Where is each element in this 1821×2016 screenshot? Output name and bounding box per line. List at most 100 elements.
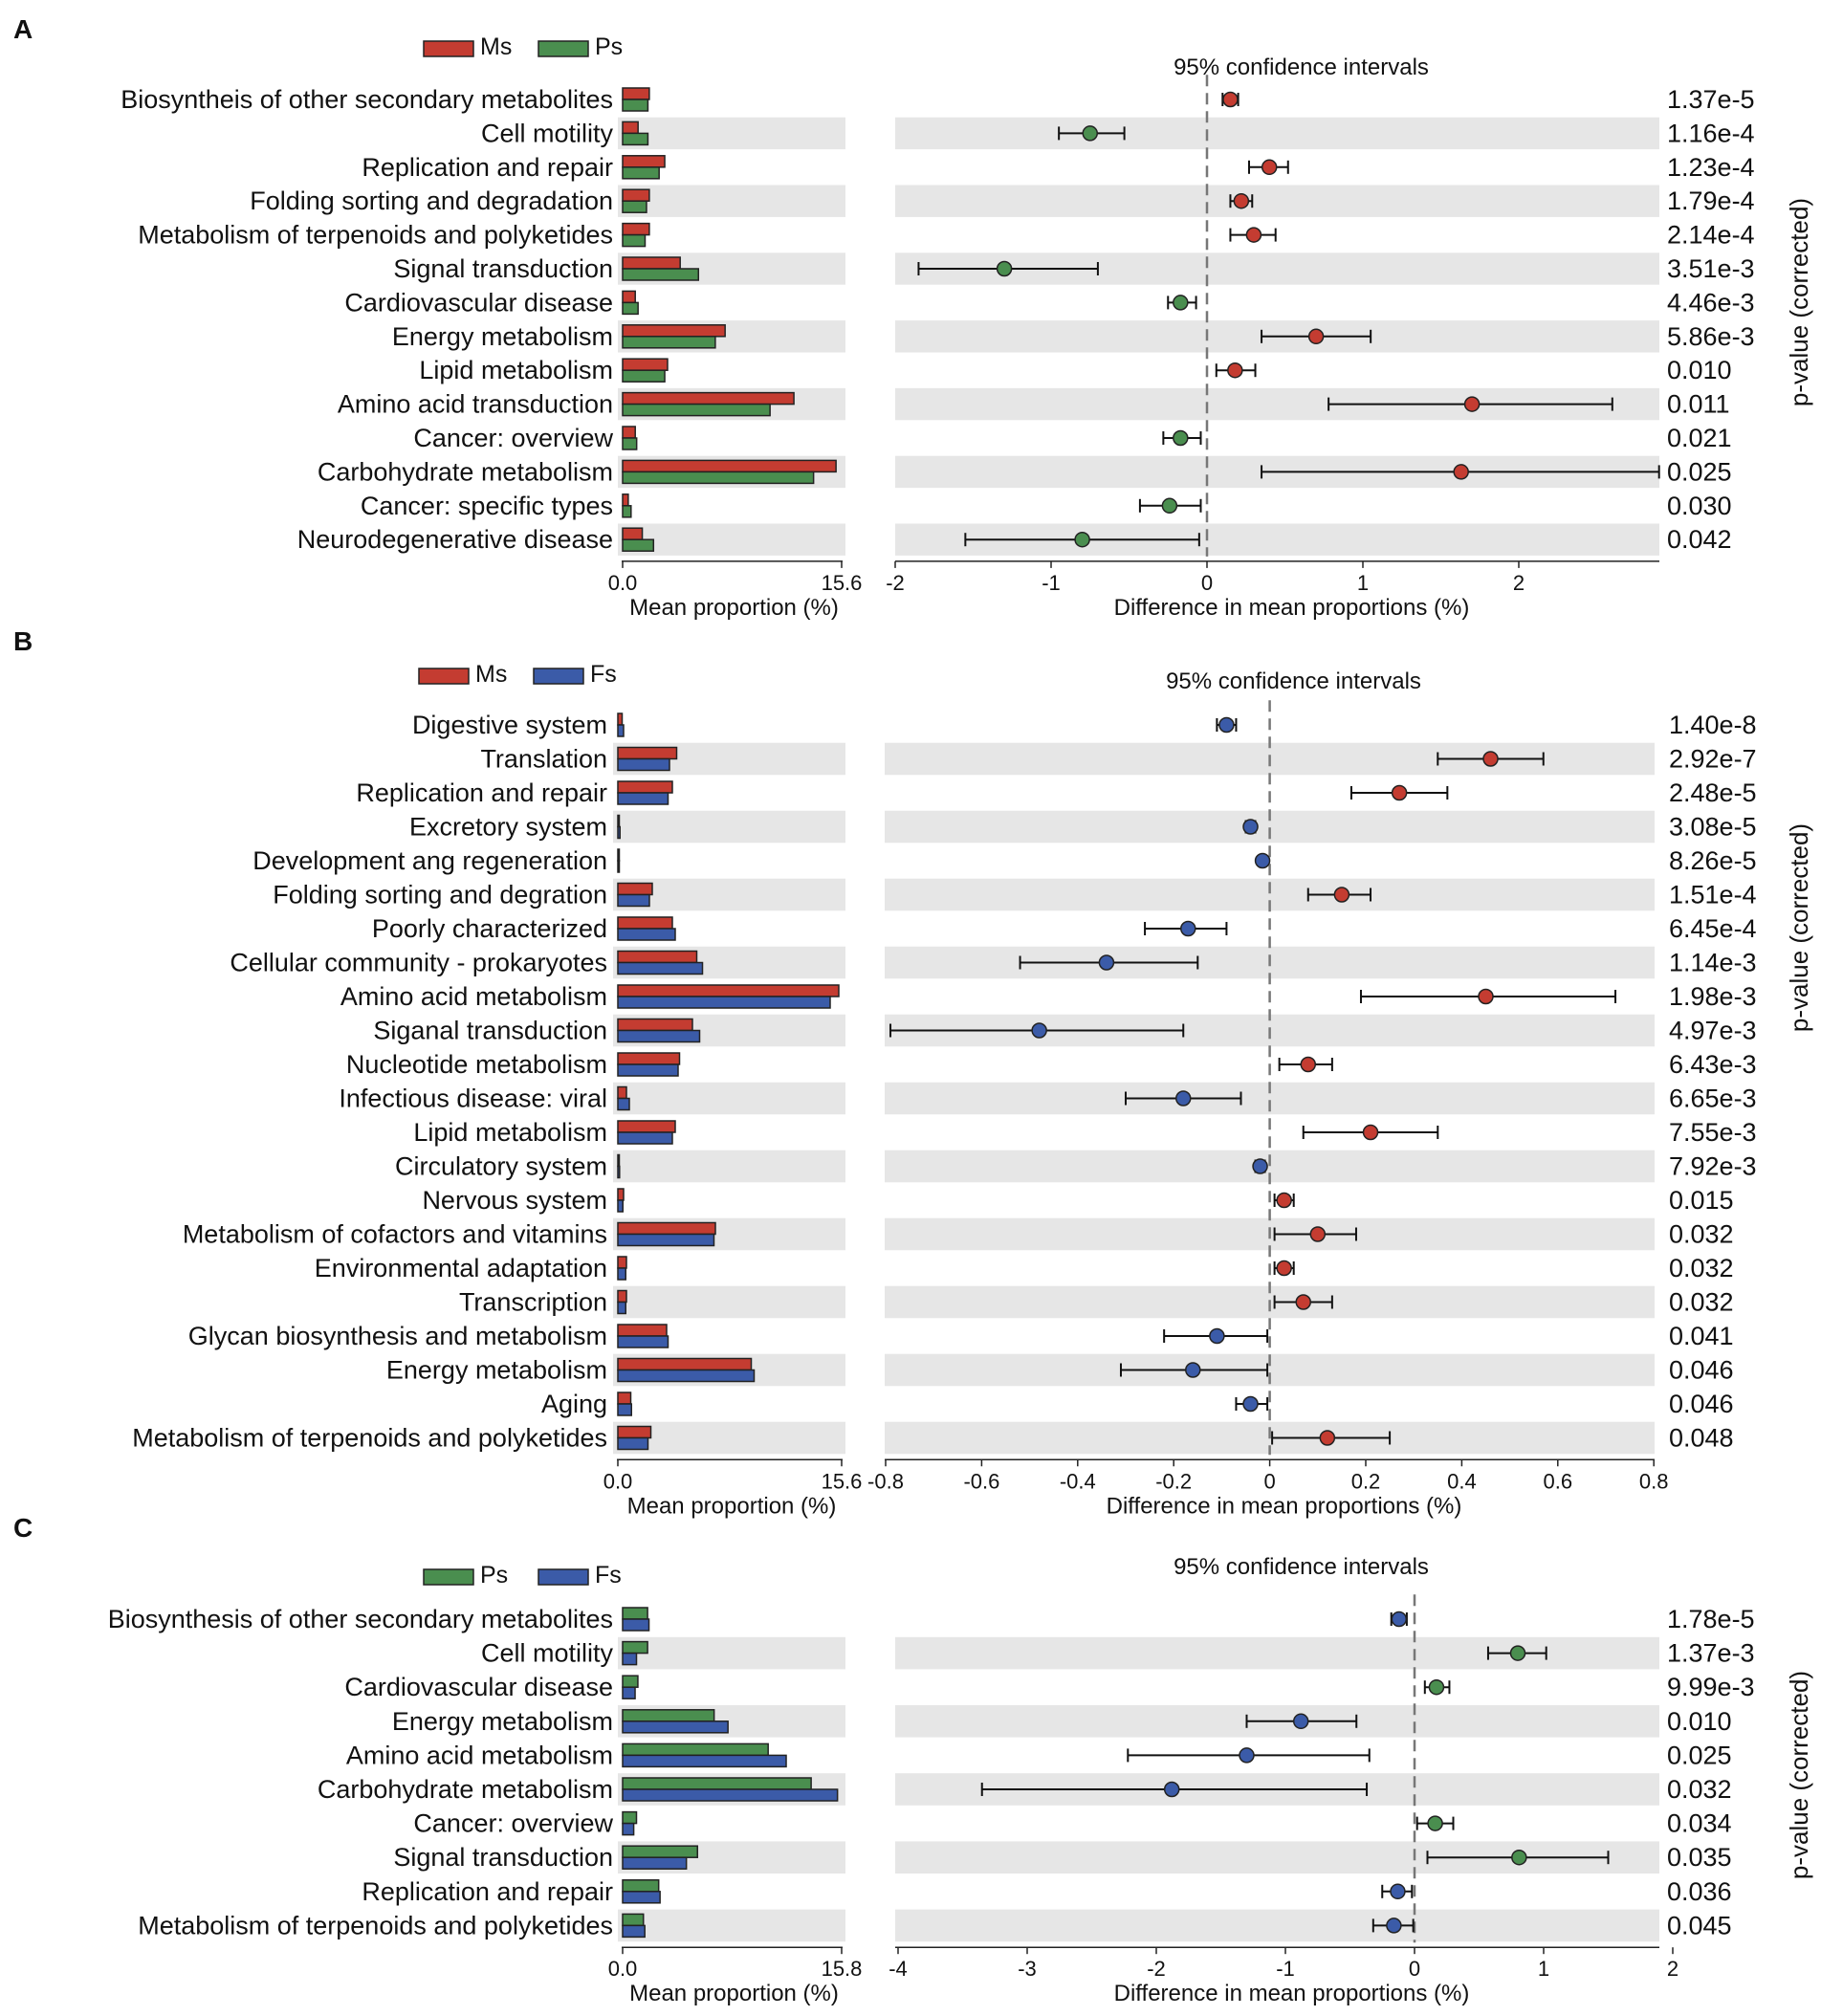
diff-tick-label: 0.4 <box>1447 1469 1477 1493</box>
bar-ms <box>617 1221 716 1236</box>
bar-ms <box>617 1018 693 1032</box>
diff-point <box>1386 1917 1402 1934</box>
category-label: Cardiovascular disease <box>344 1673 613 1701</box>
bar-ms <box>617 848 621 862</box>
row-shade-bar <box>613 1082 845 1115</box>
bar-fs <box>617 928 676 941</box>
bar-fs <box>617 825 621 840</box>
bar-ms <box>617 1052 681 1065</box>
bar-fs <box>622 1788 839 1802</box>
diff-tick-label: -0.4 <box>1060 1469 1096 1493</box>
bar-x-title: Mean proportion (%) <box>627 1493 837 1519</box>
bar-ps <box>622 1879 660 1893</box>
panel-a: A Ms Ps 95% confidence intervals Biosyntheis… <box>13 14 1813 621</box>
category-label: Infectious disease: viral <box>339 1085 607 1113</box>
bar-ms <box>617 1324 668 1337</box>
category-label: Biosynthesis of other secondary metaboli… <box>108 1605 613 1633</box>
bar-ms <box>622 493 629 507</box>
p-value: 0.030 <box>1667 492 1732 520</box>
bar-ms <box>622 290 636 304</box>
category-label: Amino acid metabolism <box>340 982 607 1011</box>
p-value: 9.99e-3 <box>1667 1673 1755 1701</box>
diff-point <box>1174 1090 1192 1107</box>
bar-ms <box>617 1391 632 1405</box>
bar-ms <box>617 1357 753 1371</box>
ci-title: 95% confidence intervals <box>1174 1554 1429 1580</box>
p-value: 4.46e-3 <box>1667 288 1755 317</box>
bar-ps <box>622 233 647 248</box>
bar-ps <box>622 1810 638 1825</box>
bar-ms <box>622 155 666 168</box>
bar-ps <box>622 99 649 112</box>
bar-ms <box>622 527 644 540</box>
bar-fs <box>622 1891 661 1904</box>
bar-fs <box>617 1267 626 1281</box>
diff-point <box>1173 429 1189 447</box>
bar-x-title: Mean proportion (%) <box>629 595 839 621</box>
bar-fs <box>617 1436 649 1451</box>
bar-ps <box>622 132 649 146</box>
diff-point <box>1218 716 1235 734</box>
bar-ps <box>622 538 655 552</box>
diff-point <box>1309 1226 1327 1242</box>
category-label: Carbohydrate metabolism <box>318 457 613 486</box>
bar-ms <box>617 1188 625 1201</box>
p-value: 0.046 <box>1669 1390 1734 1418</box>
bar-ms <box>622 324 726 338</box>
row-shade-bar <box>613 1150 845 1183</box>
p-value: 0.015 <box>1669 1186 1734 1215</box>
diff-point <box>1307 328 1325 345</box>
category-label: Signal transduction <box>393 1843 613 1872</box>
bar-ms <box>617 1425 652 1439</box>
bar-fs <box>622 1822 635 1836</box>
p-value: 6.43e-3 <box>1669 1050 1757 1079</box>
bar-x-title: Mean proportion (%) <box>629 1981 839 2006</box>
category-label: Development ang regeneration <box>252 846 607 875</box>
row-shade-bar <box>618 185 845 217</box>
diff-point <box>1276 1192 1292 1209</box>
row-shade-bar <box>618 523 845 556</box>
category-label: Cell motility <box>481 119 614 147</box>
p-value: 0.042 <box>1667 525 1732 554</box>
p-value: 1.37e-3 <box>1667 1639 1755 1668</box>
bar-fs <box>622 1924 646 1939</box>
p-value: 0.025 <box>1667 457 1732 486</box>
diff-point <box>1453 464 1469 480</box>
legend-label: Fs <box>595 1562 622 1589</box>
bar-fs <box>617 1233 715 1247</box>
bar-ps <box>622 1777 812 1790</box>
p-value-axis-label: p-value (corrected) <box>1785 198 1813 406</box>
bar-ms <box>617 1085 627 1100</box>
bar-fs <box>617 961 704 975</box>
bar-fs <box>617 860 621 873</box>
bar-fs <box>617 724 625 737</box>
bar-ms <box>622 391 795 405</box>
category-label: Cardiovascular disease <box>344 288 613 317</box>
diff-point <box>1222 91 1239 108</box>
bar-fs <box>617 1369 756 1383</box>
legend-label: Ps <box>480 1562 508 1589</box>
p-value: 0.010 <box>1667 1707 1732 1736</box>
diff-tick-label: 1 <box>1357 571 1369 595</box>
diff-tick-label: 0.8 <box>1639 1469 1669 1493</box>
diff-point <box>1427 1815 1443 1831</box>
p-value: 7.55e-3 <box>1669 1118 1757 1147</box>
category-label: Metabolism of terpenoids and polyketides <box>132 1424 607 1453</box>
category-label: Replication and repair <box>362 1877 613 1906</box>
bar-fs <box>622 1754 787 1768</box>
diff-point <box>1295 1294 1311 1310</box>
bar-ms <box>622 426 636 439</box>
bar-ms <box>622 121 639 135</box>
diff-point <box>1239 1747 1255 1764</box>
diff-point <box>1254 852 1271 869</box>
bar-ms <box>617 1256 627 1269</box>
category-label: Environmental adaptation <box>315 1254 607 1282</box>
ci-title: 95% confidence intervals <box>1166 668 1421 694</box>
bar-ms <box>617 916 673 930</box>
diff-point <box>1242 1395 1259 1413</box>
diff-point <box>1209 1327 1225 1345</box>
p-value-axis-label: p-value (corrected) <box>1785 1671 1813 1879</box>
bar-fs <box>622 1652 638 1666</box>
category-label: Transcription <box>459 1288 607 1317</box>
p-value: 1.14e-3 <box>1669 949 1757 977</box>
